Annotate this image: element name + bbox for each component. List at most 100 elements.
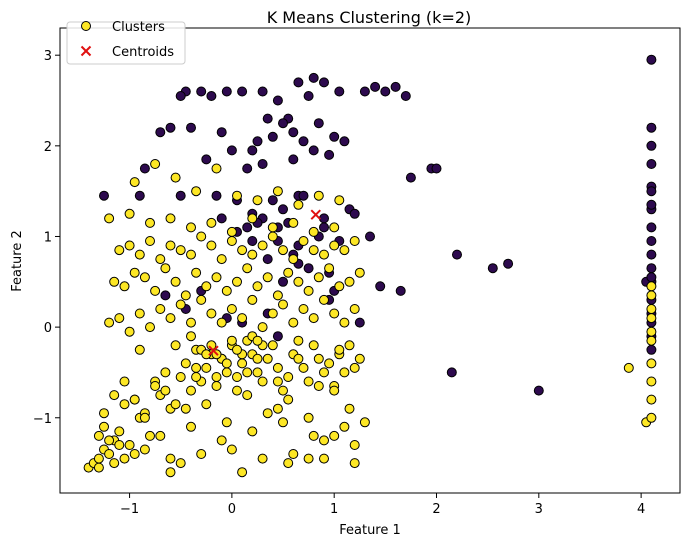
x-tick-label: −1	[120, 502, 139, 517]
cluster-1-point	[252, 335, 263, 346]
cluster-1-point	[119, 453, 130, 464]
cluster-1-point	[646, 358, 657, 369]
cluster-1-point	[308, 245, 319, 256]
cluster-1-point	[247, 249, 258, 260]
cluster-1-point	[298, 362, 309, 373]
cluster-0-point	[242, 163, 253, 174]
cluster-1-point	[267, 340, 278, 351]
cluster-0-point	[267, 131, 278, 142]
cluster-1-point	[262, 272, 273, 283]
cluster-1-point	[237, 313, 248, 324]
cluster-0-point	[298, 136, 309, 147]
cluster-1-point	[186, 317, 196, 328]
cluster-1-point	[155, 254, 166, 265]
cluster-1-point	[288, 254, 299, 265]
cluster-1-point	[329, 240, 340, 251]
cluster-1-point	[623, 362, 634, 373]
cluster-1-point	[134, 308, 145, 319]
cluster-1-point	[165, 240, 176, 251]
cluster-1-point	[226, 304, 237, 314]
cluster-1-point	[646, 376, 657, 387]
cluster-0-point	[288, 154, 299, 165]
cluster-1-point	[170, 340, 181, 351]
x-axis-label: Feature 1	[339, 523, 401, 538]
cluster-0-point	[242, 222, 253, 233]
cluster-1-point	[165, 213, 176, 224]
cluster-1-point	[313, 353, 324, 364]
cluster-1-point	[272, 362, 283, 373]
cluster-1-point	[272, 290, 283, 301]
cluster-1-point	[339, 367, 350, 378]
cluster-0-point	[252, 136, 263, 147]
y-axis: −1 0 1 2 3	[33, 49, 60, 427]
cluster-1-point	[134, 344, 145, 355]
cluster-1-point	[646, 326, 657, 337]
cluster-1-point	[211, 272, 222, 283]
cluster-1-point	[216, 317, 227, 328]
cluster-1-point	[124, 240, 135, 251]
cluster-0-point	[211, 190, 222, 201]
cluster-0-point	[221, 86, 232, 97]
cluster-1-point	[196, 294, 207, 305]
cluster-0-point	[446, 367, 457, 378]
cluster-1-point	[308, 313, 319, 324]
cluster-1-point	[293, 353, 304, 364]
cluster-1-point	[104, 449, 115, 459]
cluster-1-point	[344, 403, 355, 414]
cluster-1-point	[646, 290, 657, 301]
cluster-1-point	[201, 399, 212, 410]
cluster-0-point	[226, 145, 237, 156]
cluster-0-point	[165, 122, 176, 133]
cluster-1-point	[278, 417, 288, 428]
cluster-1-point	[196, 231, 207, 242]
cluster-1-point	[288, 317, 299, 328]
cluster-1-point	[186, 385, 196, 396]
cluster-0-point	[237, 86, 248, 97]
cluster-1-point	[237, 358, 248, 369]
cluster-1-point	[646, 313, 657, 324]
cluster-1-point	[303, 285, 314, 296]
cluster-0-point	[646, 186, 657, 197]
points-layer	[83, 54, 657, 478]
y-tick-label: 1	[44, 230, 52, 245]
cluster-1-point	[646, 412, 657, 423]
cluster-1-point	[191, 267, 202, 278]
cluster-1-point	[226, 226, 237, 237]
cluster-0-point	[365, 231, 375, 242]
cluster-1-point	[283, 394, 294, 405]
cluster-1-point	[109, 276, 120, 287]
cluster-0-point	[487, 263, 498, 274]
cluster-1-point	[646, 281, 657, 292]
cluster-1-point	[186, 421, 196, 432]
x-tick-label: 4	[637, 502, 645, 517]
cluster-1-point	[247, 294, 258, 305]
cluster-1-point	[349, 236, 360, 246]
centroid-layer	[208, 209, 321, 356]
cluster-1-point	[329, 430, 340, 441]
cluster-1-point	[242, 263, 253, 274]
cluster-1-point	[186, 249, 196, 260]
cluster-1-point	[293, 335, 304, 346]
cluster-1-point	[221, 358, 232, 369]
cluster-1-point	[252, 353, 263, 364]
cluster-0-point	[334, 86, 345, 97]
cluster-1-point	[114, 245, 125, 256]
cluster-1-point	[278, 385, 288, 396]
cluster-0-point	[186, 122, 196, 133]
cluster-1-point	[134, 249, 145, 260]
cluster-1-point	[114, 426, 125, 437]
cluster-0-point	[329, 131, 340, 142]
cluster-1-point	[262, 353, 273, 364]
cluster-1-point	[211, 381, 222, 391]
cluster-1-point	[206, 308, 217, 319]
cluster-0-point	[134, 190, 145, 201]
cluster-1-point	[232, 276, 242, 287]
cluster-1-point	[237, 245, 248, 256]
cluster-1-point	[303, 412, 314, 423]
cluster-1-point	[160, 385, 171, 396]
legend-centroids-label: Centroids	[112, 45, 174, 60]
cluster-0-point	[303, 91, 314, 101]
cluster-1-point	[293, 276, 304, 287]
cluster-0-point	[359, 86, 370, 97]
cluster-1-point	[252, 281, 263, 292]
